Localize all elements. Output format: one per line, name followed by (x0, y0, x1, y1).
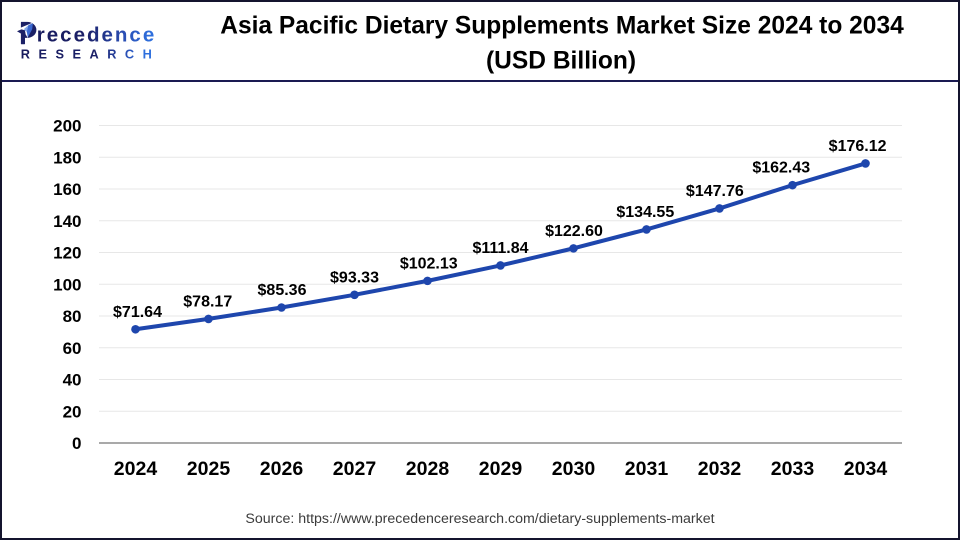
svg-text:$71.64: $71.64 (113, 304, 162, 321)
svg-text:140: 140 (53, 212, 81, 231)
svg-text:20: 20 (63, 402, 82, 421)
svg-text:Source: https://www.precedence: Source: https://www.precedenceresearch.c… (245, 511, 714, 527)
svg-text:Asia Pacific Dietary Supplemen: Asia Pacific Dietary Supplements Market … (220, 12, 904, 39)
svg-text:60: 60 (63, 339, 82, 358)
svg-text:2026: 2026 (260, 458, 304, 480)
svg-text:recedence: recedence (37, 24, 156, 47)
svg-text:2029: 2029 (479, 458, 523, 480)
svg-text:40: 40 (63, 371, 82, 390)
svg-text:2024: 2024 (114, 458, 158, 480)
svg-text:2031: 2031 (625, 458, 669, 480)
svg-text:RESEARCH: RESEARCH (21, 46, 161, 61)
svg-text:2032: 2032 (698, 458, 742, 480)
svg-text:(USD Billion): (USD Billion) (486, 47, 636, 74)
svg-text:$147.76: $147.76 (686, 183, 744, 200)
svg-text:2034: 2034 (844, 458, 888, 480)
svg-text:0: 0 (72, 434, 81, 453)
svg-text:180: 180 (53, 148, 81, 167)
svg-text:200: 200 (53, 117, 81, 136)
svg-text:80: 80 (63, 307, 82, 326)
svg-text:100: 100 (53, 275, 81, 294)
svg-text:2028: 2028 (406, 458, 450, 480)
svg-text:$78.17: $78.17 (183, 293, 232, 310)
svg-text:2030: 2030 (552, 458, 596, 480)
svg-text:$85.36: $85.36 (258, 282, 307, 299)
svg-text:2027: 2027 (333, 458, 376, 480)
svg-text:$93.33: $93.33 (330, 269, 379, 286)
svg-text:$111.84: $111.84 (472, 240, 528, 257)
svg-text:2033: 2033 (771, 458, 815, 480)
svg-text:$102.13: $102.13 (400, 255, 458, 272)
svg-text:2025: 2025 (187, 458, 231, 480)
svg-text:$134.55: $134.55 (616, 204, 674, 221)
svg-text:160: 160 (53, 180, 81, 199)
svg-text:$176.12: $176.12 (829, 138, 887, 155)
svg-text:120: 120 (53, 244, 81, 263)
svg-text:$122.60: $122.60 (545, 223, 603, 240)
svg-text:$162.43: $162.43 (752, 160, 810, 177)
